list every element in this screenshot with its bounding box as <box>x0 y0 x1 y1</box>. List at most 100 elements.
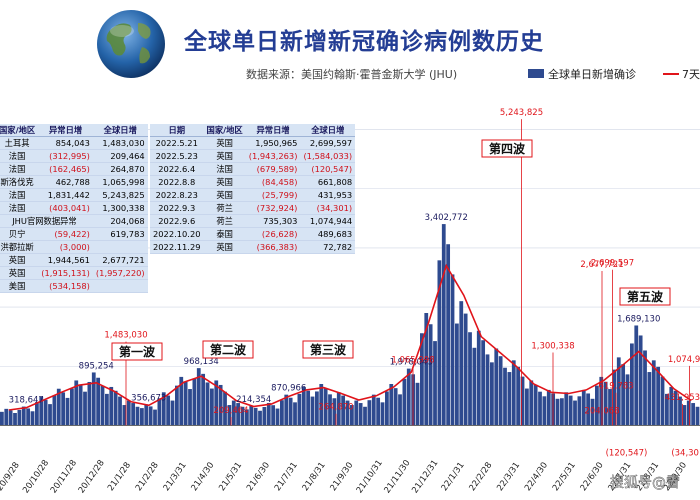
bar <box>205 382 210 426</box>
wave-label: 第一波 <box>119 344 156 359</box>
annotation-label: 209,464 <box>213 406 248 416</box>
annotation-label: 264,870 <box>318 403 353 413</box>
bar <box>170 400 175 426</box>
table-cell <box>92 279 148 293</box>
annotation-label: 2,699,597 <box>591 259 634 269</box>
bar <box>354 400 359 426</box>
table-cell: 1,944,561 <box>38 253 93 267</box>
bar <box>568 395 573 426</box>
table-cell: 2022.5.21 <box>150 136 204 150</box>
bar <box>529 380 534 426</box>
table-header: 日期 <box>150 124 204 137</box>
table-cell: (1,584,033) <box>300 149 356 163</box>
table-cell: 2022.6.4 <box>150 162 204 176</box>
bar <box>581 389 586 426</box>
bar <box>74 380 79 426</box>
table-cell: 2022.10.20 <box>150 227 204 241</box>
wave-label: 第三波 <box>310 342 347 357</box>
table-cell: 英国 <box>203 149 246 163</box>
value-label: 1,689,130 <box>617 314 660 324</box>
table-row: 2022.9.3 荷兰 (732,924) (34,301) <box>150 201 356 215</box>
table-cell: 英国 <box>0 253 39 267</box>
bar <box>48 404 52 426</box>
bar <box>463 313 468 426</box>
annotation-label: 1,300,338 <box>531 341 574 351</box>
table-cell: 法国 <box>0 188 39 202</box>
bar <box>595 385 599 426</box>
table-cell: 5,243,825 <box>92 188 148 202</box>
table-cell: (1,943,263) <box>245 149 301 163</box>
bar <box>161 392 166 426</box>
bar <box>647 372 652 426</box>
table-cell: 2022.8.8 <box>150 175 204 189</box>
bar <box>476 330 481 426</box>
table-row: 土耳其 854,043 1,483,030 <box>0 136 148 150</box>
x-tick-label: 21/4/30 <box>189 461 216 494</box>
bar <box>56 388 61 426</box>
bar <box>441 224 446 426</box>
table-row: 2022.8.23 英国 (25,799) 431,953 <box>150 188 356 202</box>
bar <box>52 395 57 426</box>
table-cell: (732,924) <box>245 201 301 215</box>
table-row: 2022.6.4 法国 (679,589) (120,547) <box>150 162 356 176</box>
bar <box>376 397 381 426</box>
bar <box>433 341 437 426</box>
bar <box>350 405 354 426</box>
x-tick-label: 22/2/28 <box>467 461 494 494</box>
bar <box>398 394 402 426</box>
wave-box <box>302 340 354 359</box>
table-cell: 2,677,721 <box>92 253 148 267</box>
bar <box>271 405 276 426</box>
bar <box>275 408 280 426</box>
bar <box>586 393 591 426</box>
legend-line-swatch <box>663 73 679 75</box>
table-cell: 荷兰 <box>203 214 246 228</box>
bar <box>135 406 140 426</box>
table-row: 斯洛伐克 462,788 1,065,998 <box>0 175 148 189</box>
bar <box>179 376 184 426</box>
bar <box>494 348 499 426</box>
x-tick-label: 21/7/31 <box>273 461 300 494</box>
table-header: 国家/地区 <box>0 124 39 137</box>
bar <box>393 388 398 426</box>
bar <box>87 381 92 426</box>
bar <box>665 393 669 426</box>
annotation-label: 431,953 <box>665 393 700 403</box>
bar <box>420 333 424 426</box>
bar <box>630 343 634 426</box>
bar <box>183 381 188 426</box>
table-cell: 264,870 <box>92 162 148 176</box>
bar <box>669 386 674 426</box>
bar <box>546 389 551 426</box>
bar <box>363 406 367 426</box>
table-header: 全球日增 <box>300 124 356 137</box>
bar <box>577 396 582 426</box>
bar <box>481 340 486 426</box>
anomaly-table-right: 日期 国家/地区 异常日增 全球日增 2022.5.21 英国 1,950,965 2,699… <box>150 124 356 254</box>
bar <box>323 388 328 426</box>
x-tick-label: 21/5/31 <box>217 461 244 494</box>
table-row: 法国 (162,465) 264,870 <box>0 162 148 176</box>
table-header: 全球日增 <box>92 124 148 137</box>
x-tick-label: 20/12/28 <box>77 458 107 495</box>
bar <box>538 391 542 426</box>
bar <box>192 378 197 426</box>
table-cell: (1,915,131) <box>38 266 93 280</box>
bar <box>61 392 66 426</box>
table-cell: 英国 <box>203 136 246 150</box>
bar <box>673 390 678 426</box>
bar <box>301 386 306 426</box>
x-tick-label: 21/12/31 <box>410 458 440 495</box>
wave-label: 第四波 <box>489 141 526 156</box>
table-row: 美国 (534,158) <box>0 279 148 293</box>
table-row: 2022.5.21 英国 1,950,965 2,699,597 <box>150 136 356 150</box>
bar <box>214 380 219 426</box>
table-cell: 1,065,998 <box>92 175 148 189</box>
bar <box>468 332 472 426</box>
bar <box>555 398 560 426</box>
table-cell: 法国 <box>203 162 246 176</box>
bar <box>8 410 13 426</box>
table-row: 英国 (1,915,131) (1,957,220) <box>0 266 148 280</box>
bar <box>564 392 569 426</box>
